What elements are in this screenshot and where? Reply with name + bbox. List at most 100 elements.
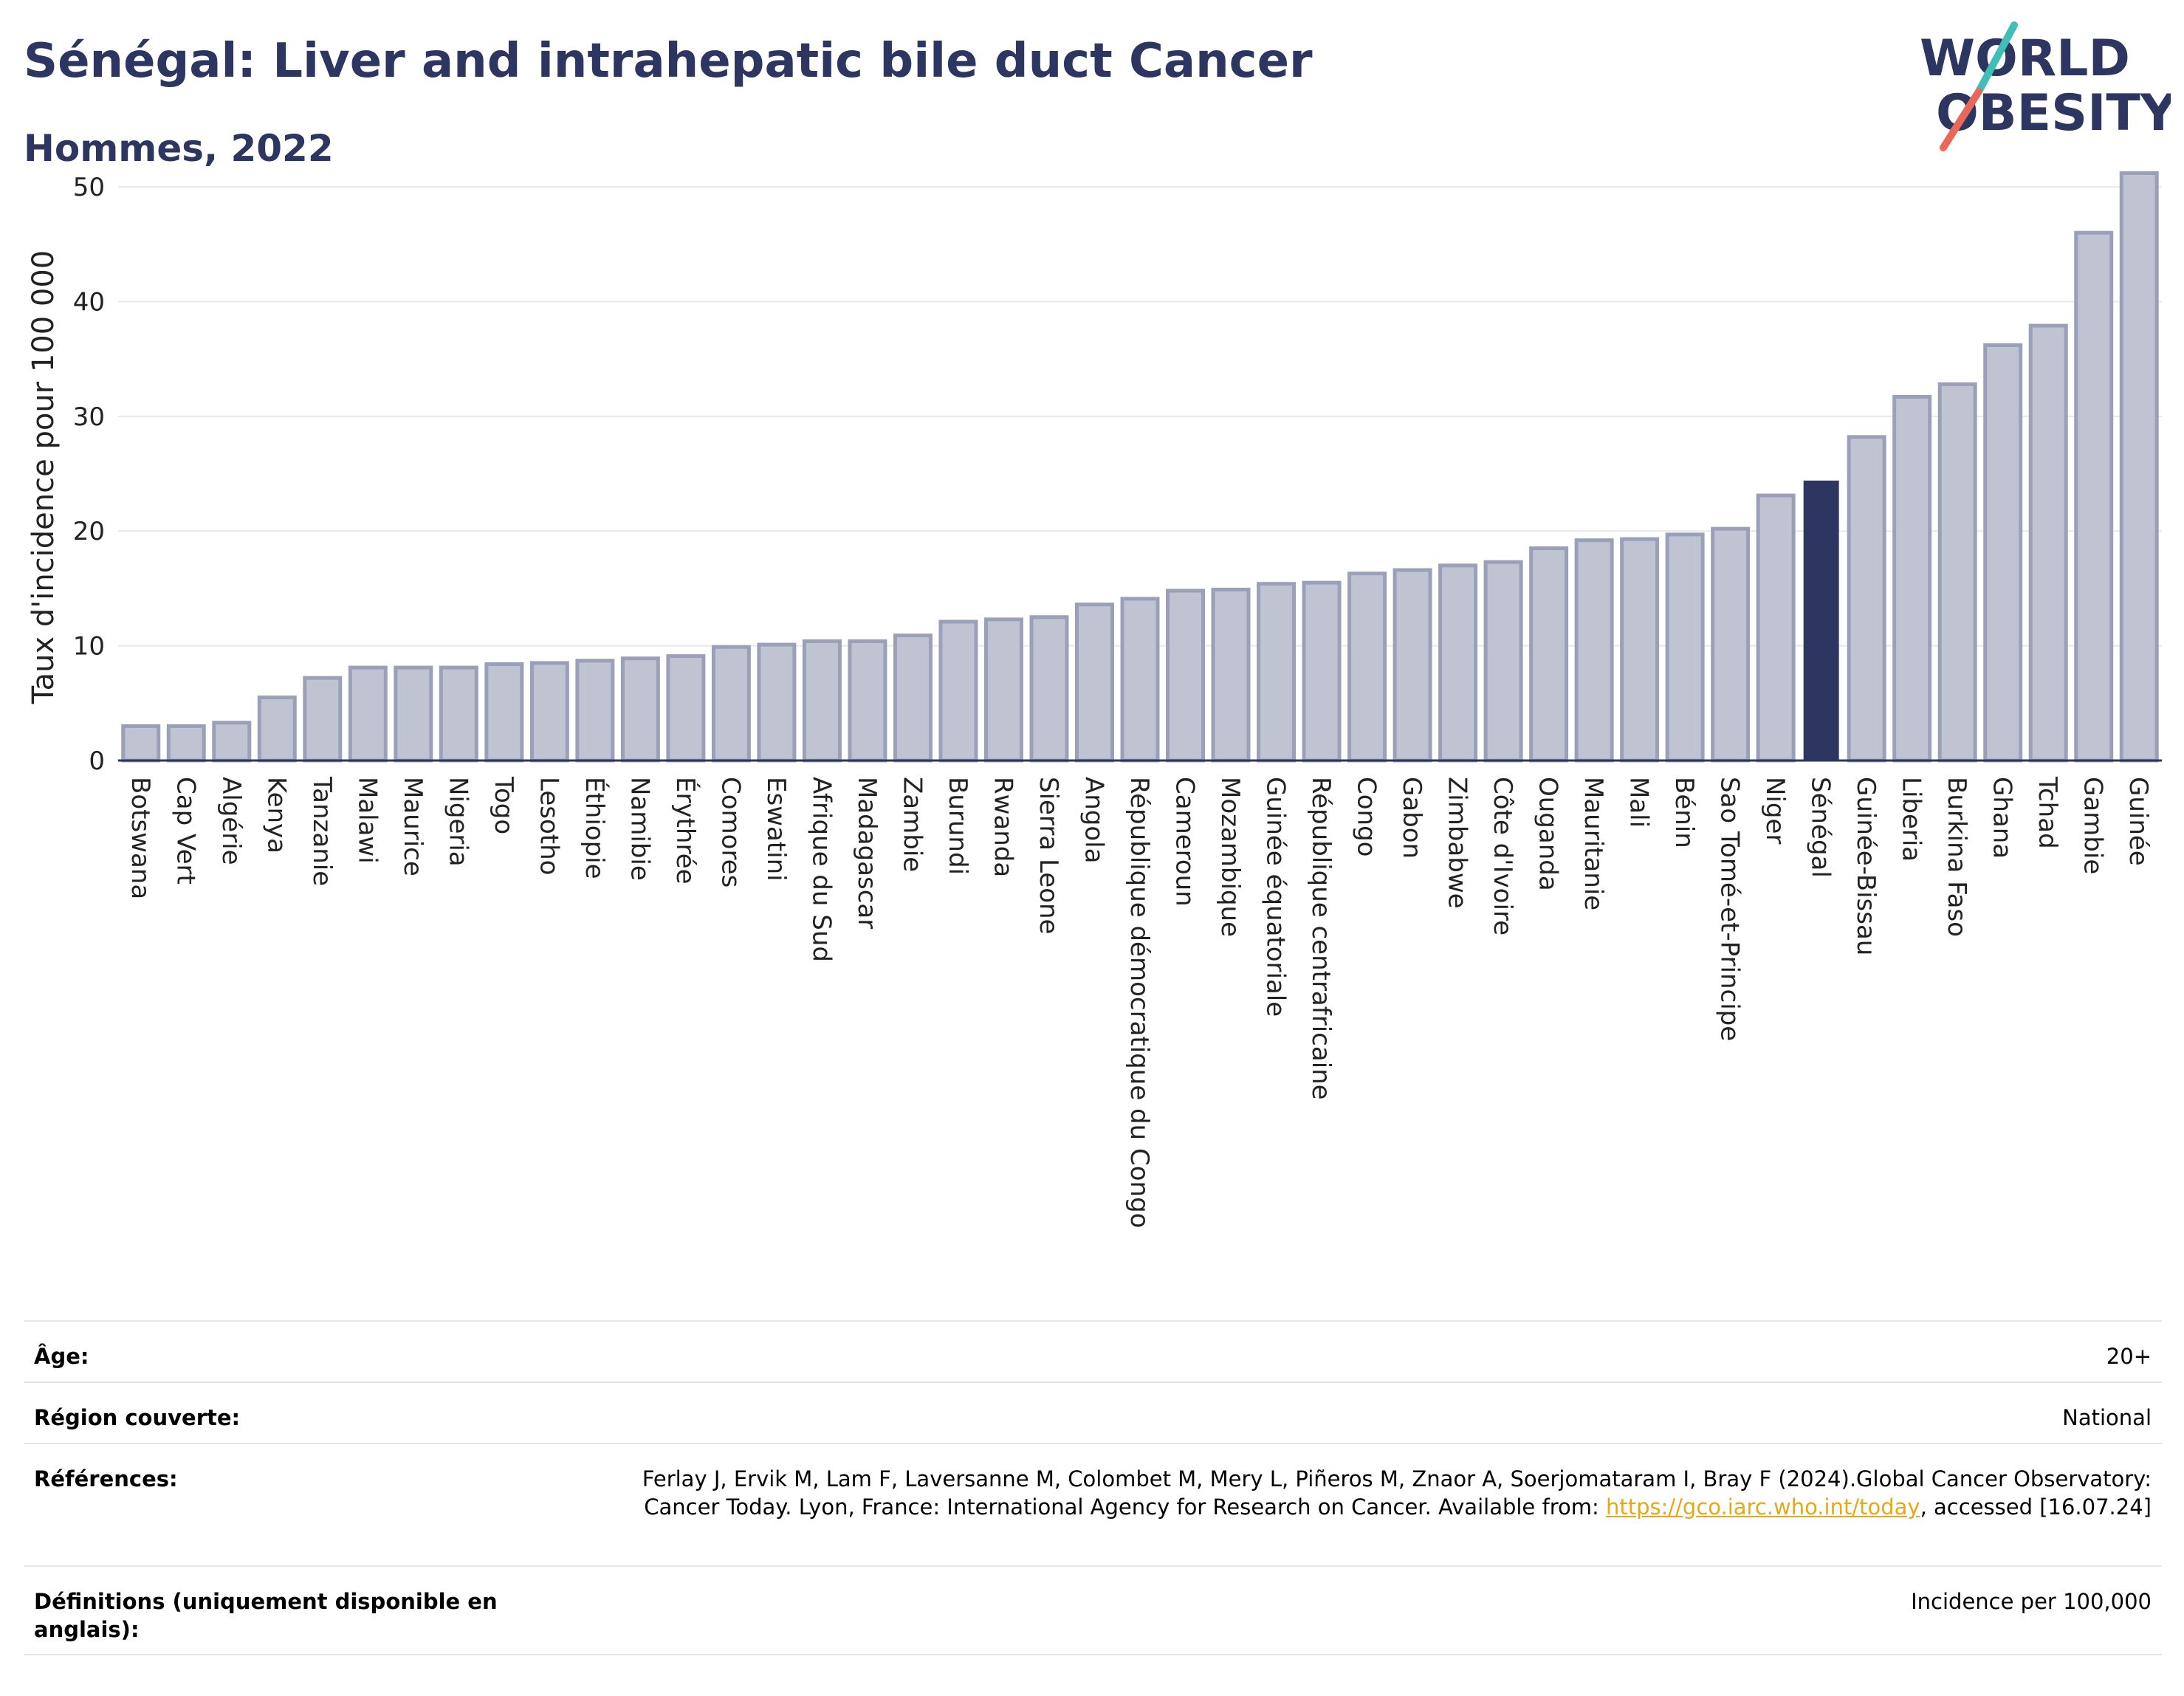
meta-row-age: Âge: 20+ [24,1320,2162,1381]
category-label: Burkina Faso [1942,777,1971,937]
category-label: Zimbabwe [1443,777,1472,909]
category-label: Sao Tomé-et-Principe [1715,777,1745,1041]
category-label: Namibie [625,777,654,881]
world-obesity-logo: WORLD OBESITY [1920,21,2171,151]
bar [1166,588,1206,763]
category-label: Madagascar [852,777,882,929]
category-label: Guinée équatoriale [1261,777,1291,1017]
category-label: Algérie [216,777,246,865]
bar [348,665,388,763]
bar [983,617,1023,763]
category-label: Afrique du Sud [806,777,836,962]
bar [1983,343,2023,763]
category-label: Nigeria [443,777,473,867]
bar [938,619,978,763]
category-label: Niger [1760,777,1790,844]
bar [1756,493,1796,763]
category-label: Liberia [1897,777,1926,862]
bar [212,721,252,763]
bar [166,724,206,763]
y-tick-label: 0 [89,746,105,776]
bar [711,645,751,763]
category-label: Zambie [897,777,927,872]
category-label: Malawi [352,777,382,864]
category-label: Mali [1624,777,1654,828]
category-label: Éthiopie [580,777,610,879]
bar [802,639,842,763]
category-label: Gabon [1397,777,1426,859]
category-label: Congo [1352,777,1381,856]
references-label: Références: [34,1466,178,1491]
category-label: Comores [715,777,745,888]
bar [666,654,706,763]
category-label: Eswatini [761,777,791,882]
bar [1847,435,1886,763]
bar [1257,582,1297,763]
bar [2119,171,2159,763]
bar [439,665,478,763]
references-link[interactable]: https://gco.iarc.who.int/today [1605,1494,1920,1520]
bar [1483,560,1523,763]
references-text-2: , accessed [16.07.24] [1920,1494,2152,1520]
bar [1937,382,1977,763]
category-label: Ghana [1988,777,2017,859]
bar [1211,587,1251,763]
y-axis-label: Taux d'incidence pour 100 000 [27,250,61,704]
category-label: République démocratique du Congo [1124,777,1154,1228]
bar [1892,394,1932,763]
definitions-value: Incidence per 100,000 [1911,1589,2152,1614]
category-label: Gambie [2078,777,2108,874]
category-labels: Botswana Cap Vert Algérie Kenya Tanzanie Mala… [126,776,2153,1228]
category-label: Guinée-Bissau [1851,777,1881,955]
bar [394,665,433,763]
bar [1120,597,1160,763]
bar-chart: 0 10 20 30 40 50 Taux d'incidence pour 100 000… [27,171,2162,1228]
metadata-table: Âge: 20+ Région couverte: National Référ… [24,1320,2162,1655]
age-label: Âge: [34,1344,89,1369]
category-label: Angola [1079,777,1108,863]
y-tick-label: 20 [73,517,105,546]
bar [1438,563,1478,763]
bar [484,662,524,763]
bar [620,656,660,763]
bar [575,659,615,763]
logo-slash-top [1975,21,2018,95]
bar [1529,546,1569,763]
bar-highlight [1803,480,1839,761]
category-label: Mozambique [1215,777,1245,937]
bar [529,661,569,763]
age-value: 20+ [2106,1344,2152,1369]
bar [1711,526,1751,763]
bar [2074,230,2114,763]
bar [757,642,797,763]
category-label: Tchad [2033,776,2062,849]
category-label: Mauritanie [1579,777,1608,910]
meta-row-references: Références: Ferlay J, Ervik M, Lam F, La… [24,1443,2162,1565]
category-label: Lesotho [534,777,563,875]
bar [1574,538,1614,763]
definitions-label: Définitions (uniquement disponible en an… [34,1589,498,1642]
category-label: Tanzanie [307,776,337,886]
bar [893,634,933,763]
category-label: Cap Vert [171,777,200,885]
category-label: Guinée [2123,777,2153,866]
bar [1347,571,1387,763]
bar [257,696,297,763]
category-label: Burundi [943,777,972,875]
category-label: Botswana [126,777,155,899]
category-label: République centrafricaine [1306,777,1336,1100]
y-tick-label: 40 [73,287,105,317]
bar [1665,532,1705,763]
y-tick-label: 50 [73,173,105,202]
region-value: National [2062,1405,2152,1430]
category-label: Cameroun [1170,777,1200,907]
category-label: Sénégal [1806,777,1836,878]
category-label: Côte d'Ivoire [1488,777,1517,935]
region-label: Région couverte: [34,1405,241,1430]
y-tick-label: 30 [73,402,105,432]
category-label: Togo [489,776,518,834]
chart-subtitle: Hommes, 2022 [24,127,334,170]
logo-world-text: WORLD [1920,30,2130,88]
logo-slash-bottom [1940,88,1982,151]
references-value: Ferlay J, Ervik M, Lam F, Laversanne M, … [536,1465,2152,1521]
